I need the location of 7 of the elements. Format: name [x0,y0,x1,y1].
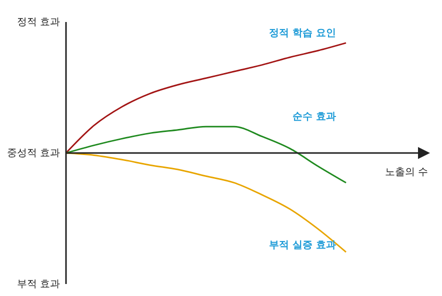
series-label: 정적 학습 요인 [269,28,336,39]
text: 순수 효과 [292,112,336,123]
series-label: 부적 실증 효과 [269,240,336,252]
x-axis-title: 노출의 수 [384,166,428,179]
text: 부적 효과 [16,279,60,291]
text: 정적 효과 [16,17,60,29]
text: 중성적 효과 [6,148,60,160]
